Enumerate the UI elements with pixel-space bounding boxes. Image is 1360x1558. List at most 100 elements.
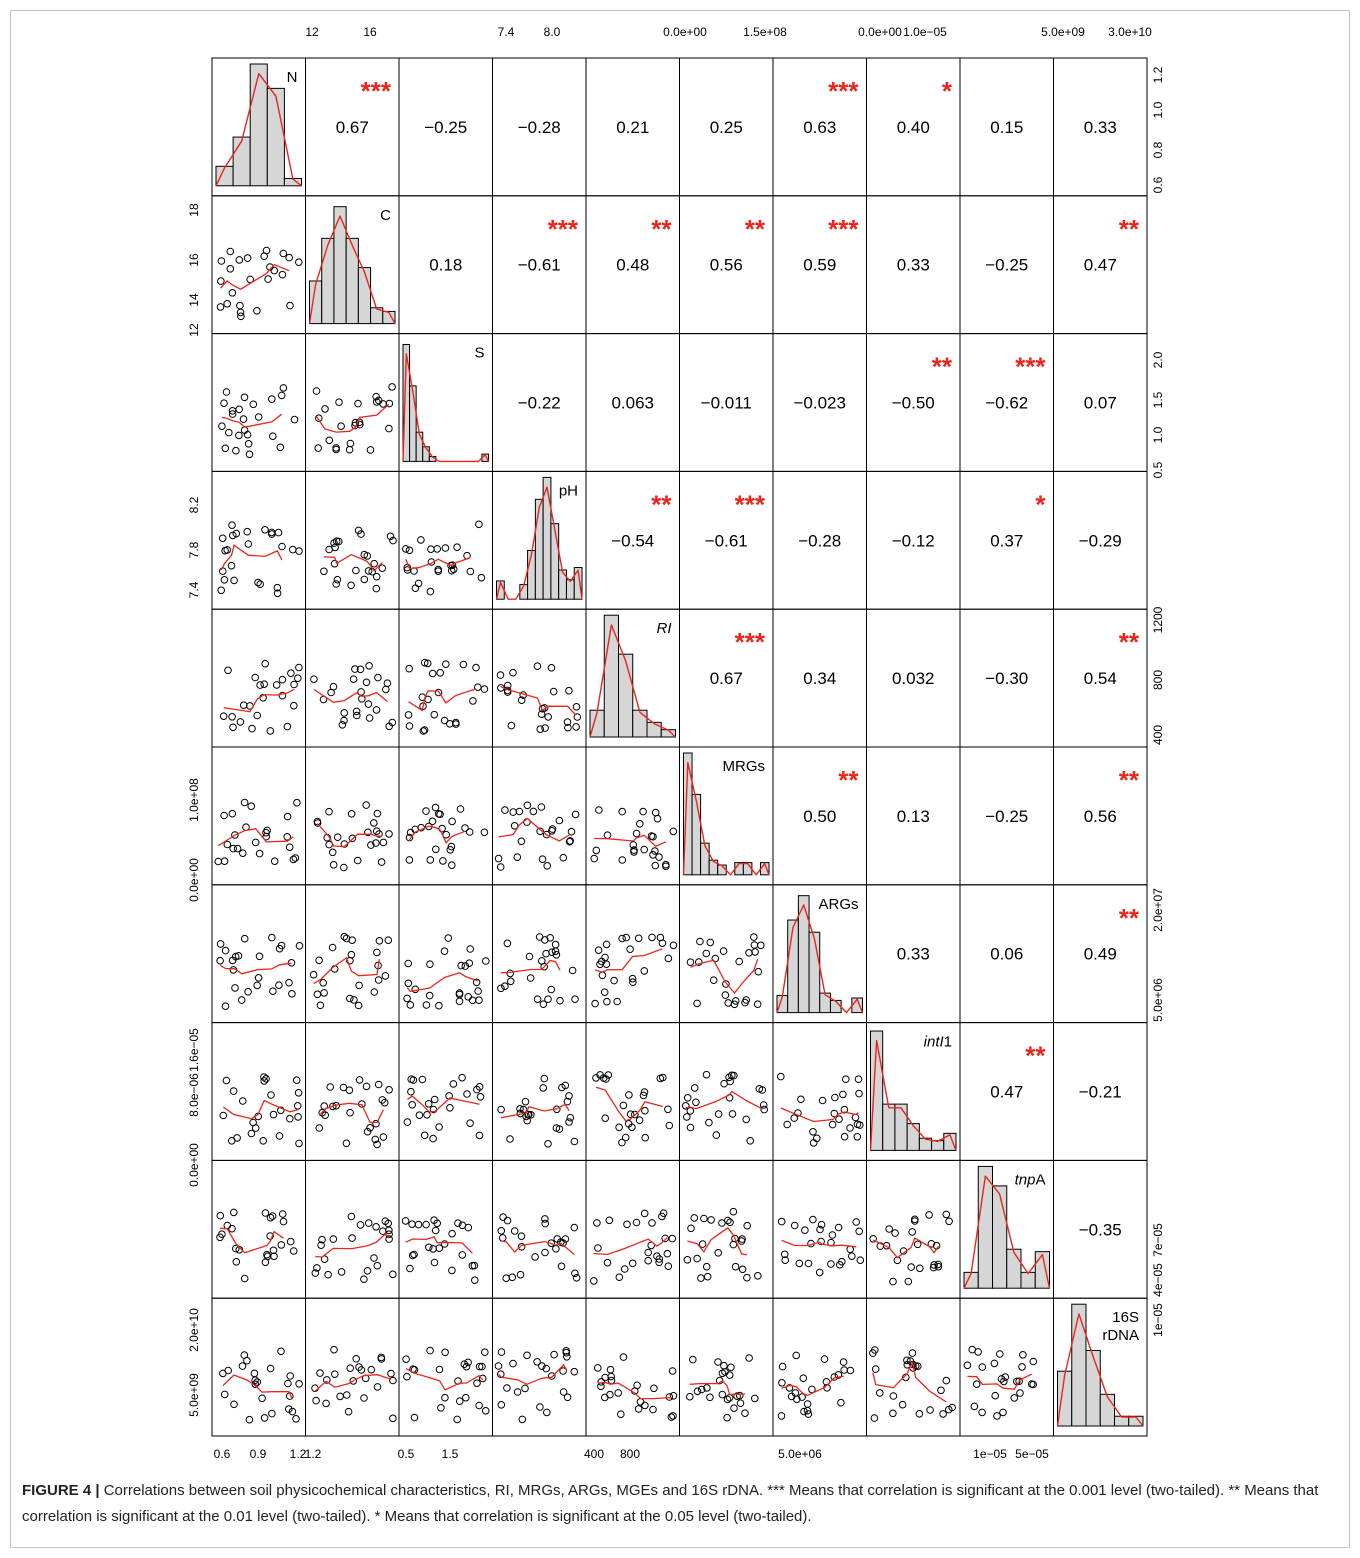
scatter-point — [430, 1095, 439, 1104]
scatter-point — [228, 521, 236, 530]
scatter-point — [330, 1345, 338, 1354]
histogram-bar — [357, 267, 372, 325]
scatter-point — [513, 1388, 522, 1396]
correlation-value: 0.67 — [710, 669, 743, 688]
scatter-point — [223, 1221, 232, 1230]
scatter-point — [777, 1072, 785, 1081]
histogram-bar — [1071, 1303, 1087, 1427]
scatter-point — [572, 1274, 581, 1282]
left-axis-tick-label: 7.4 — [187, 581, 201, 598]
scatter-point — [262, 1074, 270, 1083]
scatter-point — [407, 1075, 416, 1083]
smooth-line — [872, 1360, 947, 1403]
top-axis-tick-label: 16 — [363, 25, 377, 39]
scatter-point — [411, 985, 420, 994]
scatter-point — [453, 1415, 462, 1424]
scatter-point — [751, 948, 759, 956]
scatter-point — [452, 718, 460, 727]
scatter-point — [423, 1111, 431, 1119]
right-axis-tick-label: 0.6 — [1151, 176, 1165, 193]
scatter-point — [269, 1110, 278, 1119]
scatter-point — [669, 1412, 677, 1420]
scatter-point — [295, 1380, 303, 1388]
scatter-point — [214, 857, 223, 866]
scatter-point — [354, 1001, 363, 1010]
correlation-value: 0.18 — [429, 256, 462, 275]
smooth-line — [408, 825, 466, 845]
scatter-point — [618, 856, 627, 864]
variable-label-line2: rDNA — [1102, 1327, 1139, 1344]
scatter-point — [283, 812, 292, 821]
scatter-point — [601, 1114, 610, 1122]
scatter-point — [521, 1097, 530, 1106]
scatter-point — [482, 957, 490, 965]
scatter-point — [240, 934, 249, 943]
smooth-line — [500, 1103, 570, 1119]
scatter-point — [729, 1207, 738, 1216]
smooth-line — [219, 962, 292, 975]
scatter-point — [724, 1216, 732, 1225]
scatter-point — [461, 824, 469, 832]
scatter-point — [229, 1087, 238, 1095]
scatter-point — [781, 1256, 790, 1264]
scatter-point — [592, 846, 601, 855]
smooth-line — [220, 544, 283, 571]
scatter-point — [388, 718, 397, 727]
scatter-point — [346, 1108, 354, 1117]
scatter-point — [408, 1251, 417, 1260]
smooth-line — [500, 959, 561, 974]
scatter-point — [327, 688, 335, 697]
scatter-point — [625, 1091, 633, 1099]
left-axis-tick-label: 14 — [187, 293, 201, 307]
significance-stars: *** — [735, 489, 766, 519]
variable-label: ARGs — [818, 896, 858, 913]
correlation-value: −0.35 — [1079, 1220, 1122, 1239]
scatter-point — [494, 1362, 503, 1370]
scatter-point — [418, 1075, 427, 1084]
scatter-point — [700, 1214, 708, 1223]
scatter-point — [410, 1250, 418, 1259]
scatter-point — [659, 1209, 668, 1217]
histogram-bar — [977, 1165, 993, 1289]
scatter-point — [972, 1380, 981, 1388]
scatter-point — [411, 584, 420, 593]
scatter-point — [330, 539, 338, 547]
smooth-line — [500, 685, 577, 716]
correlation-value: 0.25 — [710, 118, 743, 137]
scatter-point — [566, 1113, 575, 1122]
smooth-line — [967, 1373, 1032, 1390]
scatter-point — [385, 1235, 393, 1243]
scatter-point — [692, 1098, 700, 1107]
scatter-point — [619, 1101, 628, 1110]
scatter-point — [377, 1353, 386, 1362]
scatter-point — [809, 1139, 818, 1147]
scatter-point — [220, 811, 228, 820]
scatter-point — [595, 806, 603, 814]
scatter-point — [653, 1252, 661, 1260]
scatter-point — [231, 952, 240, 961]
scatter-point — [501, 982, 509, 991]
scatter-point — [803, 1406, 812, 1415]
scatter-point — [730, 1404, 738, 1412]
scatter-point — [348, 936, 357, 945]
variable-label: 16S — [1112, 1309, 1139, 1326]
scatter-point — [494, 854, 503, 863]
scatter-point — [272, 681, 281, 689]
scatter-point — [329, 1235, 338, 1243]
histogram-bar — [1020, 1271, 1036, 1289]
scatter-point — [1000, 1377, 1008, 1386]
left-axis-tick-label: 2.0e+10 — [187, 1308, 201, 1352]
histogram-bar — [333, 206, 347, 325]
scatter-point — [475, 520, 483, 529]
histogram-bar — [550, 523, 560, 600]
scatter-point — [340, 863, 348, 872]
scatter-point — [405, 856, 414, 864]
scatter-point — [283, 722, 292, 731]
scatter-point — [757, 941, 765, 950]
scatter-point — [533, 995, 542, 1004]
scatter-point — [315, 956, 323, 965]
scatter-point — [908, 1349, 917, 1357]
scatter-point — [232, 1244, 240, 1253]
smooth-line — [780, 1107, 859, 1123]
scatter-point — [422, 1001, 431, 1009]
